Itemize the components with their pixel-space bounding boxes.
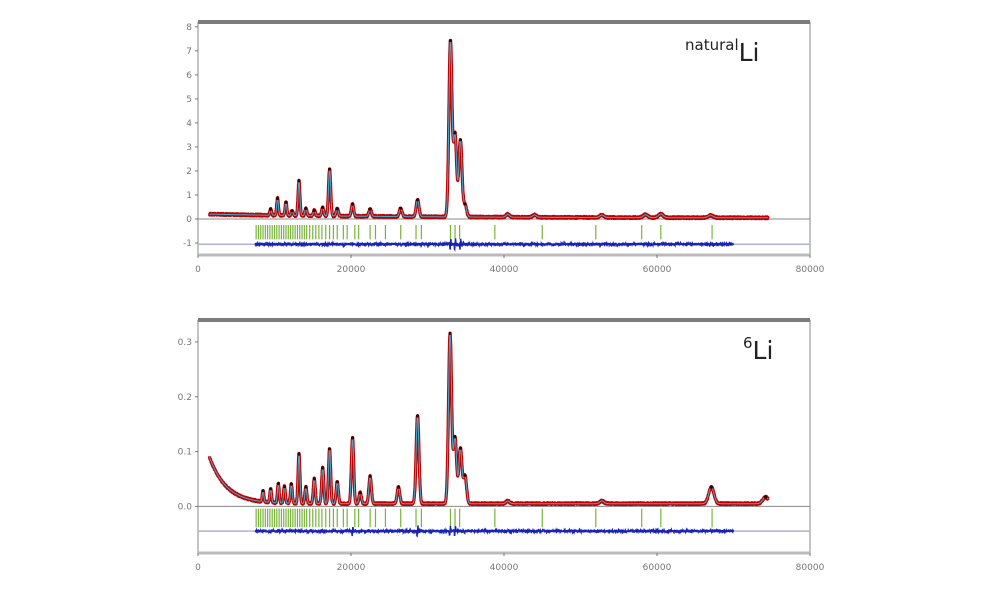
y-tick-label: 6 [186, 71, 192, 81]
refinement-plot-natural-li: -1 0 1 2 3 4 5 6 7 8 0 20000 40000 60000 80000 [183, 20, 825, 275]
peak-marker [335, 207, 339, 211]
peak-marker [453, 131, 457, 135]
x-tick-label: 40000 [490, 265, 519, 275]
x-tick-label: 0 [195, 563, 201, 573]
x-tick-label: 60000 [643, 265, 672, 275]
peak-marker [358, 491, 362, 495]
peak-marker [448, 331, 452, 335]
x-tick-label: 80000 [796, 265, 825, 275]
peak-marker [327, 167, 332, 171]
peak-marker [297, 452, 301, 456]
y-tick-label: 4 [186, 119, 192, 129]
peak-marker [312, 208, 316, 213]
peak-marker [368, 207, 372, 211]
difference-curve [254, 525, 735, 538]
y-tick-label: 8 [186, 23, 192, 33]
peak-marker [399, 206, 403, 210]
peak-marker [261, 489, 265, 493]
peak-marker [448, 38, 453, 43]
y-tick-label: 1 [186, 191, 192, 201]
peak-marker [327, 447, 332, 451]
isotope-label-natural-li: naturalLi [685, 36, 760, 67]
y-tick-label: 0.2 [178, 393, 192, 403]
peak-marker [463, 202, 467, 206]
peak-marker [275, 196, 280, 201]
peak-marker [289, 482, 293, 486]
peak-marker [458, 138, 462, 142]
x-tick-label: 20000 [337, 265, 366, 275]
peak-marker [350, 202, 355, 206]
x-tick-label: 20000 [337, 563, 366, 573]
peak-marker [350, 436, 355, 440]
isotope-label-main: Li [738, 38, 760, 67]
peak-marker [463, 473, 467, 478]
chart-panel-natural-li: -1 0 1 2 3 4 5 6 7 8 0 20000 40000 60000 80000 natural… [160, 10, 830, 280]
peak-marker [458, 446, 462, 450]
peak-marker [709, 485, 713, 489]
peak-marker [304, 206, 308, 211]
y-tick-label: 7 [186, 47, 192, 57]
peak-marker [453, 435, 457, 439]
peak-marker [335, 480, 339, 484]
y-tick-label: -1 [183, 239, 192, 249]
refinement-plot-6li: 0.0 0.1 0.2 0.3 0 20000 40000 60000 80000 [178, 318, 825, 573]
peak-marker [290, 209, 294, 213]
peak-marker [304, 485, 308, 489]
peak-marker [276, 482, 280, 486]
peak-marker [284, 200, 288, 204]
peak-marker [415, 198, 420, 202]
peak-marker [321, 466, 325, 470]
peak-marker [764, 495, 768, 499]
y-tick-label: 0.3 [178, 338, 192, 348]
x-tick-label: 60000 [643, 563, 672, 573]
chart-panel-6li: 0.0 0.1 0.2 0.3 0 20000 40000 60000 80000 6Li [160, 308, 830, 578]
peak-marker [297, 179, 301, 183]
peak-marker [321, 205, 325, 210]
calculated-profile-line [209, 331, 769, 505]
peak-marker [415, 414, 420, 418]
peak-marker [282, 485, 287, 489]
y-tick-label: 5 [186, 95, 192, 105]
peak-marker [269, 487, 273, 491]
y-tick-label: 2 [186, 167, 192, 177]
isotope-label-sup: 6 [743, 334, 753, 352]
calculated-profile-line [209, 40, 768, 219]
isotope-label-sup: natural [685, 36, 739, 54]
peak-marker [368, 474, 372, 478]
x-tick-label: 40000 [490, 563, 519, 573]
difference-curve [254, 238, 735, 252]
y-tick-label: 0.1 [178, 448, 192, 458]
isotope-label-main: Li [752, 336, 774, 365]
x-tick-label: 0 [195, 265, 201, 275]
isotope-label-6li: 6Li [743, 334, 774, 365]
y-tick-label: 3 [186, 143, 192, 153]
peak-marker [312, 477, 316, 481]
x-tick-label: 80000 [796, 563, 825, 573]
y-tick-label: 0.0 [178, 502, 193, 512]
peak-marker [269, 207, 273, 211]
peak-marker [396, 485, 401, 489]
y-tick-label: 0 [186, 215, 192, 225]
plot-frame [197, 319, 811, 554]
